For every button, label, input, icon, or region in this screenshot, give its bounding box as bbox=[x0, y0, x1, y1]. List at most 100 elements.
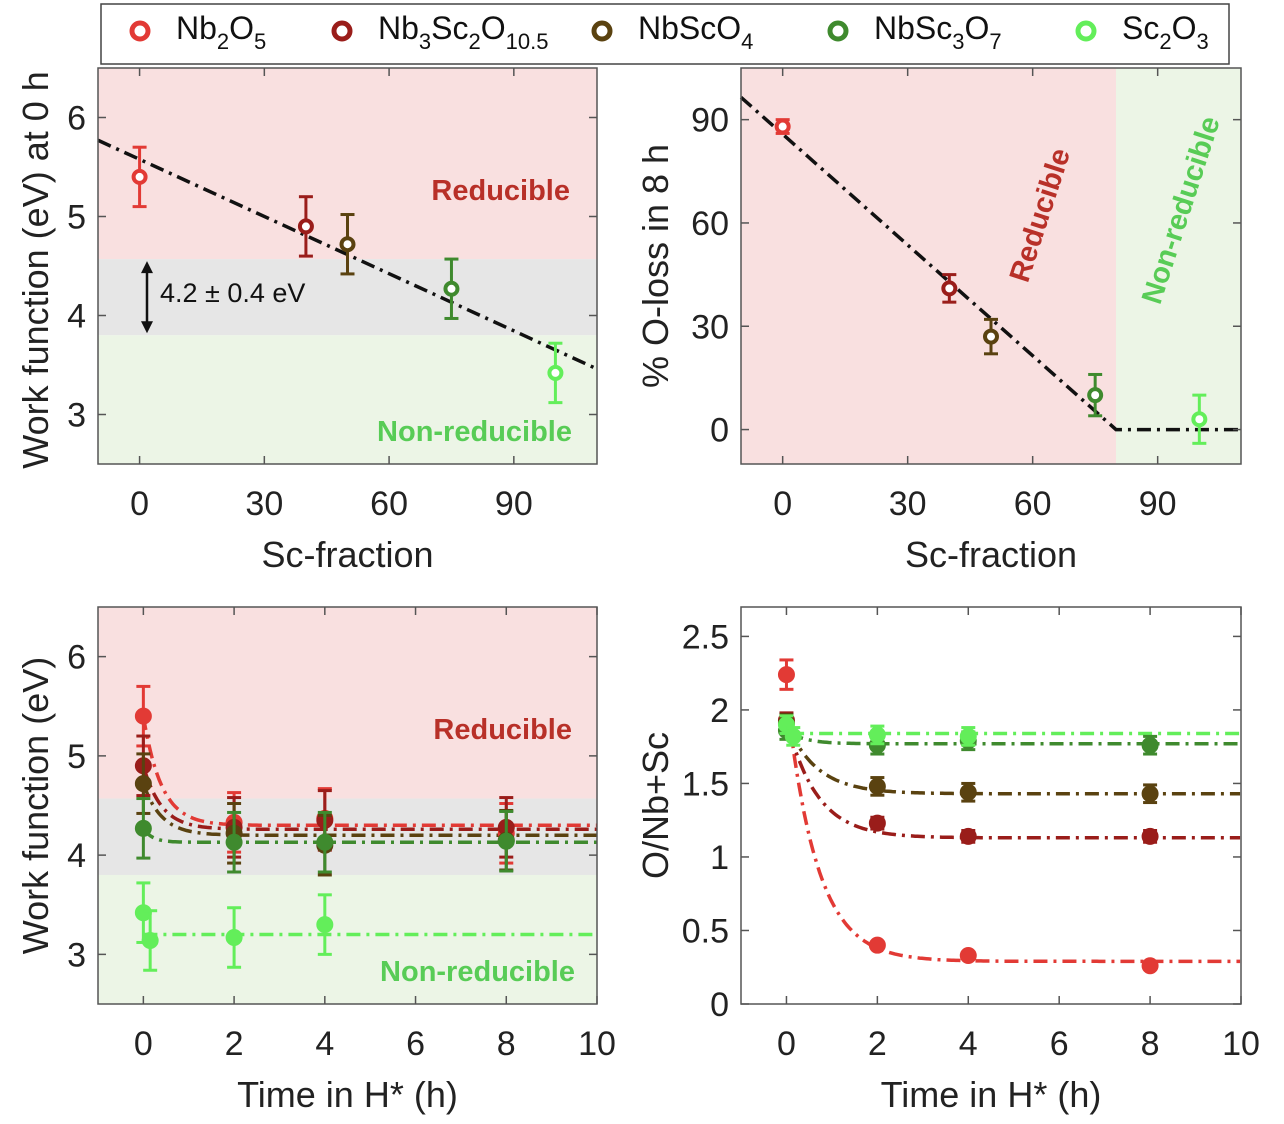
data-point-Sc2O3 bbox=[1191, 411, 1208, 428]
x-tick-label: 90 bbox=[495, 485, 533, 523]
x-axis-label: Time in H* (h) bbox=[881, 1074, 1102, 1115]
plot-background bbox=[741, 607, 1241, 1004]
fit-curve-NbScO4 bbox=[141, 783, 597, 838]
x-axis-label: Sc-fraction bbox=[905, 534, 1077, 575]
legend-label-part: 4 bbox=[741, 29, 753, 54]
legend-label-NbScO4: NbScO4 bbox=[638, 10, 753, 54]
y-axis-label: O/Nb+Sc bbox=[635, 732, 676, 879]
x-tick-label: 0 bbox=[130, 485, 149, 523]
data-point-Sc2O3 bbox=[784, 727, 802, 745]
region-label-reducible: Reducible bbox=[431, 175, 570, 207]
plot-frame bbox=[740, 606, 1242, 1005]
data-point-Nb3Sc2O10.5 bbox=[868, 814, 886, 832]
legend: Nb2O5 Nb3Sc2O10.5 NbScO4 NbSc3O7 Sc2O3 bbox=[100, 3, 1230, 65]
data-point-NbSc3O7 bbox=[225, 833, 243, 851]
fit-curve-Nb2O5 bbox=[141, 715, 597, 828]
data-point-NbSc3O7 bbox=[316, 833, 334, 851]
data-point-NbSc3O7 bbox=[134, 819, 152, 837]
data-point-Nb2O5 bbox=[774, 118, 791, 135]
legend-label-part: Nb bbox=[176, 10, 217, 46]
y-tick-label: 6 bbox=[67, 639, 86, 677]
x-tick-label: 6 bbox=[1050, 1025, 1069, 1063]
data-point-Nb3Sc2O10.5 bbox=[941, 280, 958, 297]
legend-label-part: 10.5 bbox=[506, 29, 549, 54]
data-point-NbSc3O7 bbox=[1141, 736, 1159, 754]
data-point-Sc2O3 bbox=[868, 726, 886, 744]
x-tick-label: 0 bbox=[777, 1025, 796, 1063]
data-point-Nb3Sc2O10.5 bbox=[959, 827, 977, 845]
x-tick-label: 90 bbox=[1139, 485, 1177, 523]
y-axis-label: Work function (eV) bbox=[15, 657, 56, 954]
data-point-NbSc3O7 bbox=[497, 832, 515, 850]
legend-label-part: Sc bbox=[1122, 10, 1159, 46]
fit-curve-NbSc3O7 bbox=[141, 827, 597, 844]
data-point-NbSc3O7 bbox=[443, 280, 460, 297]
panel-workfunction-time: Reducible Non-reducible 0 2 4 6 8 10 3 4 5 6 Time in… bbox=[15, 606, 616, 1115]
x-axis-label: Time in H* (h) bbox=[237, 1074, 458, 1115]
legend-label-part: O bbox=[1172, 10, 1197, 46]
y-tick-label: 2.5 bbox=[682, 618, 729, 656]
y-tick-label: 3 bbox=[67, 397, 86, 435]
data-point-Sc2O3 bbox=[316, 916, 334, 934]
data-point-Sc2O3 bbox=[547, 364, 564, 381]
data-point-Nb3Sc2O10.5 bbox=[297, 218, 314, 235]
data-point-NbScO4 bbox=[983, 328, 999, 345]
y-tick-label: 60 bbox=[691, 205, 729, 243]
legend-label-part: 2 bbox=[217, 29, 229, 54]
annotation-arrow-head bbox=[141, 321, 153, 334]
data-point-NbScO4 bbox=[339, 236, 356, 253]
region-band bbox=[98, 607, 597, 799]
y-axis-label: Work function (eV) at 0 h bbox=[15, 71, 56, 469]
legend-label-part: 3 bbox=[419, 29, 431, 54]
x-tick-label: 0 bbox=[134, 1025, 153, 1063]
y-tick-label: 3 bbox=[67, 936, 86, 974]
region-band bbox=[98, 335, 597, 464]
legend-label-part: O bbox=[965, 10, 990, 46]
legend-label-part: 3 bbox=[1196, 29, 1208, 54]
legend-box bbox=[100, 3, 1230, 65]
legend-marker-Sc2O3 bbox=[1075, 20, 1097, 42]
x-tick-label: 4 bbox=[315, 1025, 334, 1063]
plot-frame bbox=[97, 67, 598, 465]
y-tick-label: 1 bbox=[710, 839, 729, 877]
data-point-NbScO4 bbox=[868, 777, 886, 795]
region-band bbox=[741, 68, 1116, 464]
data-point-Nb2O5 bbox=[777, 666, 795, 684]
x-tick-label: 30 bbox=[245, 485, 283, 523]
x-tick-label: 2 bbox=[868, 1025, 887, 1063]
legend-marker-NbSc3O7 bbox=[827, 20, 849, 42]
legend-label-part: 5 bbox=[254, 29, 266, 54]
legend-label-part: Sc bbox=[431, 10, 468, 46]
region-label-reducible: Reducible bbox=[433, 714, 572, 746]
x-tick-label: 60 bbox=[370, 485, 408, 523]
data-point-NbSc3O7 bbox=[1087, 387, 1104, 404]
data-point-Nb2O5 bbox=[1141, 957, 1159, 975]
x-tick-label: 6 bbox=[406, 1025, 425, 1063]
y-tick-label: 30 bbox=[691, 308, 729, 346]
data-point-Nb3Sc2O10.5 bbox=[1141, 827, 1159, 845]
legend-marker-Nb3Sc2O10.5 bbox=[331, 20, 353, 42]
data-point-Nb2O5 bbox=[959, 946, 977, 964]
legend-label-part: NbScO bbox=[638, 10, 741, 46]
data-point-Nb2O5 bbox=[134, 707, 152, 725]
region-label-nonreducible: Non-reducible bbox=[377, 416, 572, 448]
legend-label-Sc2O3: Sc2O3 bbox=[1122, 10, 1209, 54]
data-point-NbScO4 bbox=[1141, 785, 1159, 803]
y-tick-label: 6 bbox=[67, 100, 86, 138]
region-band bbox=[98, 798, 597, 875]
legend-label-NbSc3O7: NbSc3O7 bbox=[874, 10, 1002, 54]
legend-label-Nb3Sc2O10.5: Nb3Sc2O10.5 bbox=[378, 10, 548, 54]
legend-label-part: 2 bbox=[469, 29, 481, 54]
legend-label-part: Nb bbox=[378, 10, 419, 46]
y-tick-label: 4 bbox=[67, 837, 86, 875]
fit-curve-NbScO4 bbox=[788, 730, 1241, 796]
region-label-nonreducible: Non-reducible bbox=[380, 956, 575, 988]
plot-frame bbox=[97, 606, 598, 1005]
legend-label-Nb2O5: Nb2O5 bbox=[176, 10, 266, 54]
legend-marker-Nb2O5 bbox=[129, 20, 151, 42]
legend-label-part: 3 bbox=[952, 29, 964, 54]
fit-curve-Nb3Sc2O10.5 bbox=[788, 732, 1241, 840]
x-tick-label: 2 bbox=[225, 1025, 244, 1063]
